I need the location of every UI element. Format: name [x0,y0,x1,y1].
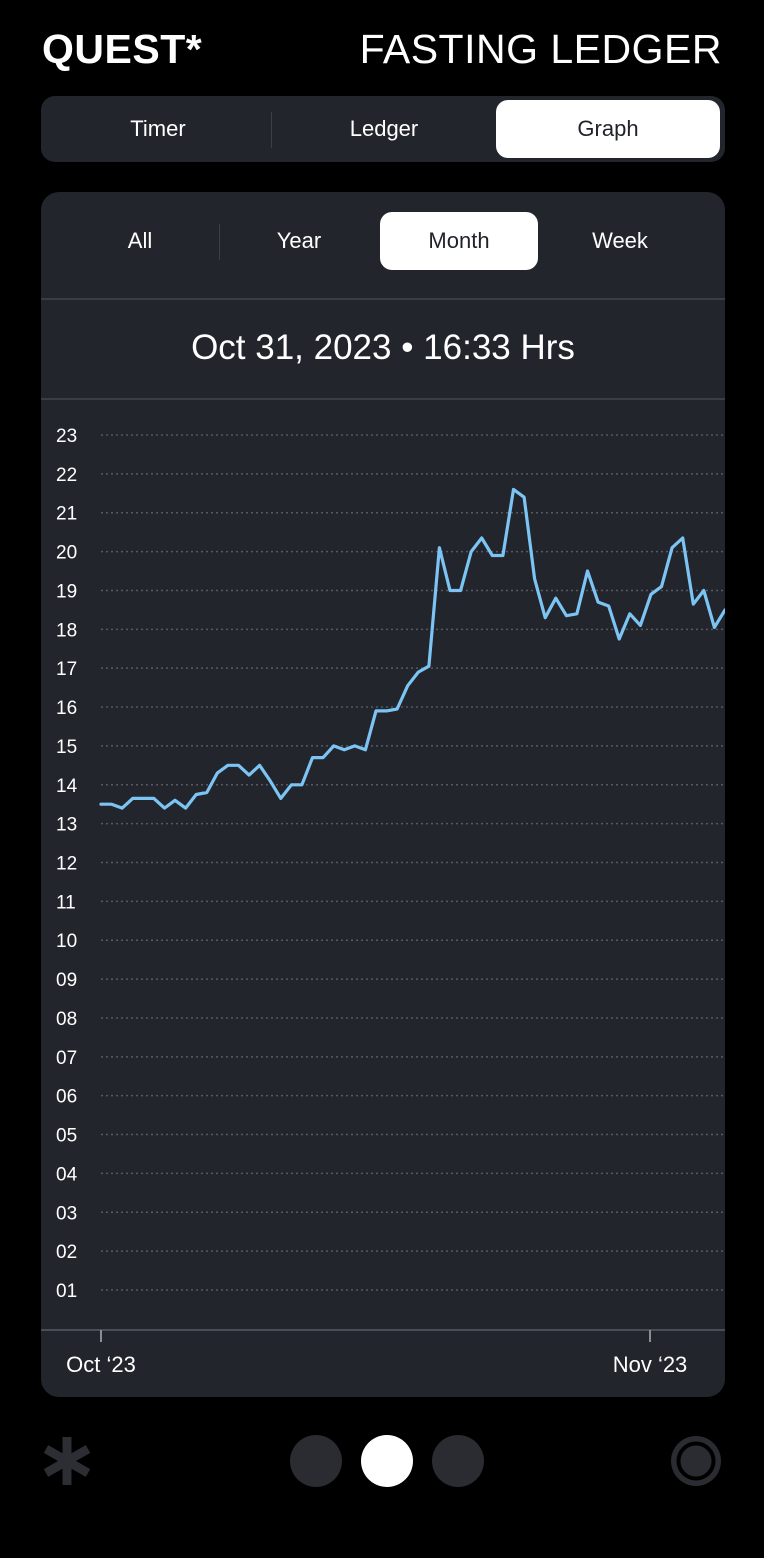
y-tick-label: 22 [56,465,77,486]
y-tick-label: 01 [56,1281,77,1302]
range-tab-all[interactable]: All [127,228,153,253]
y-tick-label: 14 [56,776,78,797]
range-tab-divider [219,224,220,260]
grid-lines [101,434,725,1291]
tab-timer[interactable]: Timer [130,116,186,141]
page-dot-1[interactable] [290,1435,342,1487]
x-axis: Oct ‘23 Nov ‘23 [41,1329,725,1377]
asterisk-icon[interactable] [40,1434,94,1488]
brand-logo: QUEST* [42,26,203,72]
page-dot-2[interactable] [361,1435,413,1487]
y-tick-label: 11 [56,892,76,913]
series-line-1 [99,487,725,810]
y-tick-label: 13 [56,815,77,836]
y-axis: 01 02 03 04 05 06 07 08 09 10 11 12 13 14 15 16 17 18 19 20… [56,426,78,1302]
main-tab-bar: Timer Ledger Graph [41,96,725,162]
y-tick-label: 16 [56,698,77,719]
y-tick-label: 05 [56,1126,77,1147]
y-tick-label: 18 [56,620,77,641]
y-tick-label: 07 [56,1048,77,1069]
card-divider [41,298,725,300]
page-title: FASTING LEDGER [359,26,722,72]
range-tab-week[interactable]: Week [592,228,648,253]
y-tick-label: 12 [56,854,77,875]
range-tab-month[interactable]: Month [380,212,538,270]
y-tick-label: 19 [56,581,77,602]
graph-card: All Year Month Week Oct 31, 2023 • 16:33… [41,192,725,1397]
x-tick-label: Oct ‘23 [66,1352,136,1377]
selected-value-readout: Oct 31, 2023 • 16:33 Hrs [191,328,575,367]
bottom-nav [0,1420,764,1510]
y-tick-label: 08 [56,1009,77,1030]
y-tick-label: 15 [56,737,77,758]
y-tick-label: 10 [56,931,77,952]
header: QUEST* FASTING LEDGER [42,22,722,78]
x-tick-label: Nov ‘23 [613,1352,688,1377]
page-dot-3[interactable] [432,1435,484,1487]
chart-top-border [41,398,725,400]
y-tick-label: 09 [56,970,77,991]
tab-divider [271,112,272,148]
y-tick-label: 23 [56,426,77,447]
y-tick-label: 02 [56,1242,77,1263]
tab-graph[interactable]: Graph [496,100,720,158]
y-tick-label: 21 [56,504,77,525]
range-tab-bar: All Year Month Week [41,192,725,298]
series-layer [99,487,725,810]
y-tick-label: 06 [56,1087,77,1108]
range-tab-year[interactable]: Year [276,228,322,253]
y-tick-label: 20 [56,543,77,564]
y-tick-label: 04 [56,1164,78,1185]
y-tick-label: 17 [56,659,77,680]
ring-icon[interactable] [668,1433,724,1489]
y-tick-label: 03 [56,1203,77,1224]
tab-ledger[interactable]: Ledger [349,116,419,141]
fasting-hours-chart[interactable]: 01 02 03 04 05 06 07 08 09 10 11 12 13 14 15 16 17 18 19 20… [41,192,725,1397]
